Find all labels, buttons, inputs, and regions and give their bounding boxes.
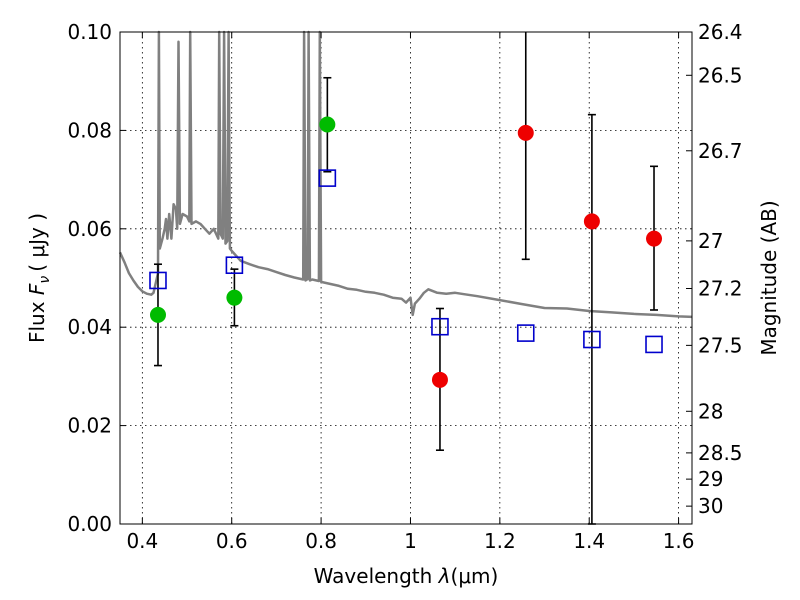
y2-tick-label: 27.5	[698, 333, 743, 357]
y-tick-label: 0.08	[67, 118, 112, 142]
x-tick-label: 1.4	[573, 529, 605, 553]
y2-tick-label: 29	[698, 467, 723, 491]
model-band-point	[431, 317, 449, 336]
axis-ticks: 0.4 0.6 0.8 1 1.2 1.4 1.6 0.00 0.02 0.04 0.06 0.08 0…	[67, 20, 742, 553]
model-band-point	[583, 330, 601, 349]
y2-tick-label: 27.2	[698, 277, 743, 301]
observed-nir-point	[517, 124, 534, 141]
x-tick-label: 1.6	[663, 529, 695, 553]
x-axis-label: Wavelength λ(μm)	[314, 564, 499, 588]
y2-tick-label: 28	[698, 399, 723, 423]
y-tick-label: 0.00	[67, 512, 112, 536]
y2-tick-label: 26.4	[698, 20, 743, 44]
x-tick-label: 1.2	[484, 529, 516, 553]
model-spectrum	[118, 30, 693, 319]
observed-nir-point	[583, 213, 600, 230]
x-tick-label: 0.4	[126, 529, 158, 553]
spectrum-line	[118, 30, 693, 319]
y-tick-label: 0.04	[67, 315, 112, 339]
y2-tick-label: 27	[698, 229, 723, 253]
model-band-point	[516, 324, 535, 342]
observed-optical-point	[319, 116, 336, 133]
y-tick-label: 0.02	[67, 414, 112, 438]
y-axis-label: Flux Fν( μJy )	[25, 213, 53, 343]
x-tick-label: 1	[404, 529, 417, 553]
observed-nir-point	[431, 371, 448, 388]
y2-tick-label: 28.5	[698, 441, 743, 465]
model-band-point	[225, 256, 244, 275]
x-tick-label: 0.8	[305, 529, 337, 553]
y-tick-label: 0.06	[67, 217, 112, 241]
observed-nir-point	[646, 230, 663, 247]
observed-optical-point	[149, 306, 166, 323]
model-band-point	[645, 335, 663, 354]
model-band-point	[149, 271, 167, 290]
grid	[120, 31, 692, 525]
x-tick-label: 0.6	[216, 529, 248, 553]
y2-axis-label: Magnitude (AB)	[757, 200, 781, 355]
y2-tick-label: 26.7	[698, 139, 743, 163]
y2-tick-label: 26.5	[698, 63, 743, 87]
y-tick-label: 0.10	[67, 20, 112, 44]
photometry-points	[149, 32, 663, 525]
model-band-point	[318, 169, 337, 187]
y2-tick-label: 30	[698, 494, 723, 518]
plot-frame	[119, 31, 693, 525]
observed-optical-point	[226, 289, 243, 306]
